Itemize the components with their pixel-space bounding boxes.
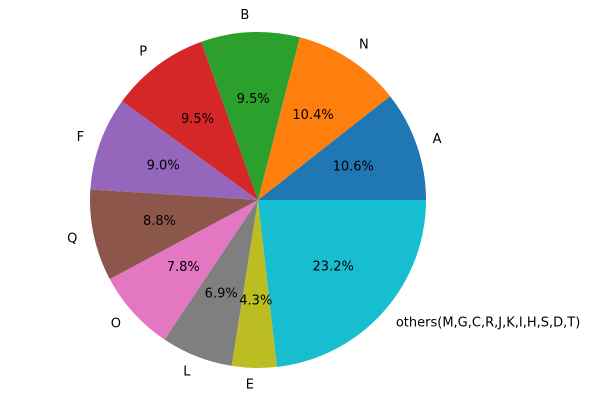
pie-slice-e <box>231 200 277 368</box>
pie-slice-l <box>164 200 258 366</box>
pie-slice-n <box>258 37 391 200</box>
percent-label-a: 10.6% <box>333 160 374 175</box>
category-label-b: B <box>240 8 249 23</box>
category-label-o: O <box>111 316 121 331</box>
category-label-l: L <box>183 365 191 380</box>
pie-slice-b <box>201 32 300 200</box>
pie-slice-a <box>258 96 426 200</box>
percent-label-l: 6.9% <box>205 286 238 301</box>
percent-label-n: 10.4% <box>292 108 333 123</box>
category-label-a: A <box>433 132 442 147</box>
category-label-n: N <box>359 38 369 53</box>
percent-label-b: 9.5% <box>237 92 270 107</box>
pie-slices <box>90 32 426 368</box>
pie-slice-o <box>109 200 258 340</box>
percent-label-p: 9.5% <box>181 112 214 127</box>
category-label-e: E <box>246 377 254 392</box>
category-label-q: Q <box>67 232 77 247</box>
pie-slice-p <box>122 41 258 200</box>
category-label-p: P <box>139 45 147 60</box>
pie-slice-others-m-g-c-r-j-k-i-h-s-d-t <box>258 200 426 367</box>
percent-label-others-m-g-c-r-j-k-i-h-s-d-t: 23.2% <box>313 260 354 275</box>
percent-label-q: 8.8% <box>143 214 176 229</box>
percent-labels: 10.6% 10.4% 9.5% 9.5% 9.0% 8.8% 7.8% 6.9% 4.3% 23… <box>143 92 374 308</box>
percent-label-e: 4.3% <box>239 293 272 308</box>
category-label-others-m-g-c-r-j-k-i-h-s-d-t: others(M,G,C,R,J,K,I,H,S,D,T) <box>396 316 580 331</box>
category-label-f: F <box>77 130 84 145</box>
percent-label-o: 7.8% <box>167 260 200 275</box>
pie-slice-f <box>90 101 258 200</box>
percent-label-f: 9.0% <box>147 158 180 173</box>
pie-slice-q <box>90 189 258 280</box>
